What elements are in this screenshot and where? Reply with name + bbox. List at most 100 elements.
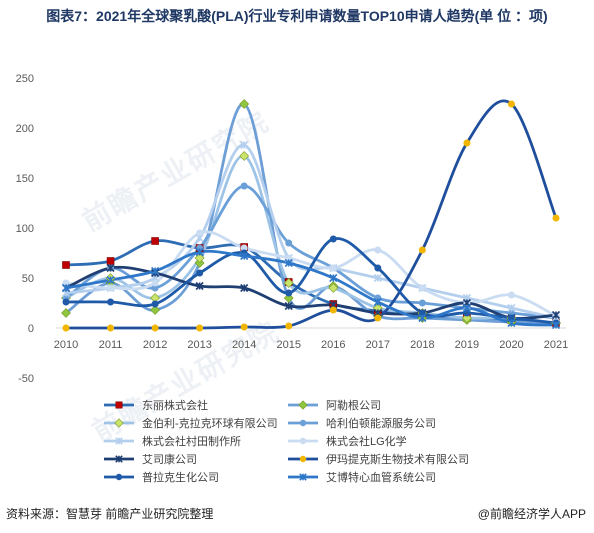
data-point-s8 (374, 314, 382, 322)
x-tick-label: 2021 (544, 339, 568, 351)
data-point-s7 (284, 301, 293, 311)
data-point-s10 (373, 297, 382, 307)
legend-marker (298, 400, 308, 410)
data-point-s4 (285, 239, 293, 247)
data-point-s9 (418, 309, 426, 317)
x-tick-label: 2018 (410, 339, 434, 351)
data-point-s10 (329, 273, 338, 283)
legend-marker (114, 418, 124, 428)
data-point-s3 (283, 278, 294, 288)
data-point-s8 (329, 306, 337, 314)
data-point-s6 (151, 279, 159, 287)
series-line-3 (64, 154, 558, 325)
data-point-s8 (107, 324, 115, 332)
data-point-s8 (62, 324, 70, 332)
legend-marker (299, 437, 307, 445)
data-point-s6 (507, 291, 515, 299)
data-point-s2 (150, 305, 161, 315)
series-markers (61, 99, 561, 332)
x-tick-label: 2016 (321, 339, 345, 351)
data-point-s9 (107, 298, 115, 306)
data-point-s8 (151, 324, 159, 332)
data-point-s6 (62, 279, 70, 287)
legend-marker (299, 419, 307, 427)
data-point-s1 (106, 257, 115, 265)
x-tick-label: 2019 (455, 339, 479, 351)
legend-label: 伊玛提克斯生物技术有限公司 (326, 452, 469, 466)
data-point-s4 (151, 284, 159, 292)
data-point-s5 (373, 273, 382, 283)
x-tick-label: 2012 (143, 339, 167, 351)
data-point-s1 (62, 261, 70, 269)
legend-label: 哈利伯顿能源服务公司 (326, 416, 436, 430)
data-point-s10 (240, 251, 249, 261)
x-tick-label: 2014 (232, 339, 256, 351)
line-chart: -50 0 50 100 150 200 250 2010 2011 2012 2013 2014 20… (16, 73, 569, 484)
legend-marker (115, 473, 123, 481)
x-tick-label: 2013 (187, 339, 211, 351)
data-point-s5 (240, 140, 249, 150)
data-point-s3 (461, 313, 472, 323)
data-point-s7 (240, 283, 249, 293)
legend-label: 株式会社LG化学 (326, 434, 407, 448)
data-point-s8 (552, 214, 560, 222)
data-point-s3 (239, 151, 250, 161)
y-tick-label: 150 (16, 173, 34, 185)
data-point-s7 (195, 281, 204, 291)
data-point-s9 (329, 235, 337, 243)
data-point-s9 (285, 289, 293, 297)
data-point-s8 (463, 139, 471, 147)
x-tick-label: 2010 (54, 339, 78, 351)
data-point-s7 (106, 263, 115, 273)
data-point-s8 (196, 324, 204, 332)
x-tick-label: 2011 (99, 339, 123, 351)
series-lines (64, 99, 558, 330)
y-tick-label: 50 (22, 273, 34, 285)
series-line-4 (64, 184, 558, 320)
data-point-s10 (106, 275, 115, 285)
series-line-2 (64, 102, 558, 325)
data-point-s3 (194, 253, 205, 263)
data-point-s6 (374, 246, 382, 254)
data-point-s1 (151, 237, 159, 245)
y-tick-label: 0 (28, 323, 34, 335)
data-point-s10 (418, 313, 427, 323)
data-point-s4 (507, 309, 515, 317)
data-point-s10 (61, 283, 71, 293)
legend-label: 阿勒根公司 (326, 398, 381, 412)
data-point-s9 (507, 314, 515, 322)
data-point-s8 (418, 246, 426, 254)
legend-marker (115, 401, 123, 409)
data-point-s6 (418, 284, 426, 292)
x-tick-label: 2017 (366, 339, 390, 351)
legend-marker (115, 437, 123, 445)
legend-label: 普拉克生化公司 (142, 470, 219, 484)
data-point-s10 (551, 320, 561, 330)
legend-label: 东丽株式会社 (142, 398, 208, 412)
legend-label: 艾司康公司 (142, 452, 197, 466)
chart-title: 图表7：2021年全球聚乳酸(PLA)行业专利申请数量TOP10申请人趋势(单 … (46, 8, 548, 24)
data-point-s2 (194, 258, 205, 268)
y-tick-label: 250 (16, 73, 34, 85)
data-point-s4 (240, 182, 248, 190)
data-point-s8 (285, 322, 293, 330)
legend-label: 株式会社村田制作所 (142, 434, 241, 448)
data-point-s9 (196, 269, 204, 277)
legend-marker (115, 455, 123, 463)
data-point-s10 (195, 247, 204, 257)
source-note: 资料来源：智慧芽 前瞻产业研究院整理 (6, 507, 214, 521)
data-point-s8 (240, 323, 248, 331)
data-point-s9 (374, 264, 382, 272)
data-point-s4 (418, 299, 426, 307)
data-point-s2 (239, 99, 250, 109)
data-point-s7 (551, 310, 561, 320)
x-tick-label: 2015 (276, 339, 300, 351)
data-point-s6 (285, 254, 293, 262)
data-point-s10 (151, 266, 160, 276)
data-point-s2 (61, 308, 71, 318)
data-point-s6 (107, 284, 115, 292)
data-point-s9 (463, 309, 471, 317)
legend-label: 艾博特心血管系统公司 (326, 470, 436, 484)
data-point-s9 (151, 300, 159, 308)
